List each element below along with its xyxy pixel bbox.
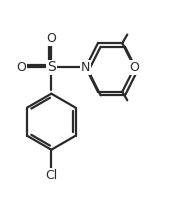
Text: Cl: Cl <box>45 169 57 182</box>
Text: O: O <box>46 32 56 45</box>
Text: O: O <box>130 61 139 74</box>
Text: N: N <box>81 61 90 74</box>
Text: N: N <box>81 61 90 74</box>
Text: O: O <box>17 61 26 74</box>
Text: S: S <box>47 60 56 74</box>
